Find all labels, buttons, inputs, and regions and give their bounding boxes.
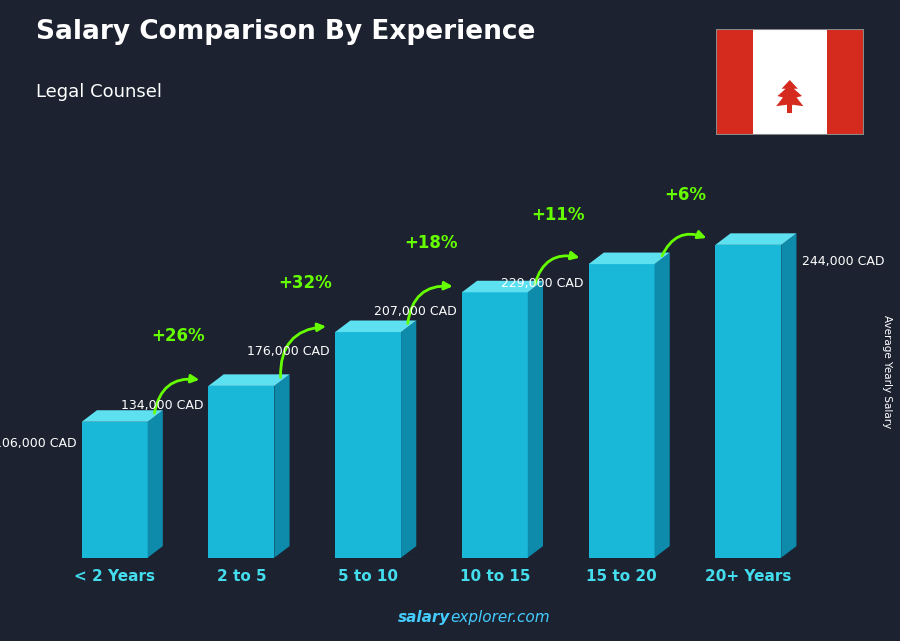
- Text: salary: salary: [398, 610, 450, 625]
- Text: +32%: +32%: [278, 274, 332, 292]
- Bar: [462, 292, 527, 558]
- Text: Average Yearly Salary: Average Yearly Salary: [881, 315, 892, 428]
- Bar: [82, 422, 148, 558]
- Text: 134,000 CAD: 134,000 CAD: [121, 399, 203, 412]
- Text: 207,000 CAD: 207,000 CAD: [374, 305, 457, 318]
- Text: +11%: +11%: [532, 206, 585, 224]
- Polygon shape: [654, 253, 670, 558]
- Bar: [589, 264, 654, 558]
- Text: 229,000 CAD: 229,000 CAD: [501, 277, 583, 290]
- Text: explorer.com: explorer.com: [450, 610, 550, 625]
- Bar: [827, 29, 864, 135]
- Polygon shape: [527, 281, 543, 558]
- Bar: [335, 332, 401, 558]
- Polygon shape: [335, 320, 417, 332]
- Polygon shape: [781, 233, 797, 558]
- Text: 244,000 CAD: 244,000 CAD: [802, 255, 884, 268]
- Bar: [209, 386, 274, 558]
- Text: +6%: +6%: [664, 187, 706, 204]
- Polygon shape: [82, 410, 163, 422]
- Polygon shape: [716, 233, 796, 245]
- Bar: [716, 245, 781, 558]
- Text: +26%: +26%: [151, 328, 205, 345]
- Text: +18%: +18%: [405, 234, 458, 252]
- Polygon shape: [209, 374, 290, 386]
- Polygon shape: [589, 253, 670, 264]
- Polygon shape: [462, 281, 543, 292]
- Bar: [716, 29, 752, 135]
- Text: 176,000 CAD: 176,000 CAD: [248, 345, 330, 358]
- Text: Salary Comparison By Experience: Salary Comparison By Experience: [36, 19, 536, 46]
- Bar: [788, 102, 792, 113]
- Text: 106,000 CAD: 106,000 CAD: [0, 437, 76, 450]
- Polygon shape: [148, 410, 163, 558]
- Text: Legal Counsel: Legal Counsel: [36, 83, 162, 101]
- Polygon shape: [274, 374, 290, 558]
- Polygon shape: [776, 80, 804, 113]
- Polygon shape: [401, 320, 417, 558]
